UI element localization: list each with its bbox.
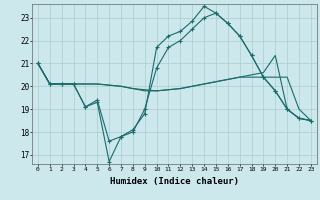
X-axis label: Humidex (Indice chaleur): Humidex (Indice chaleur) — [110, 177, 239, 186]
